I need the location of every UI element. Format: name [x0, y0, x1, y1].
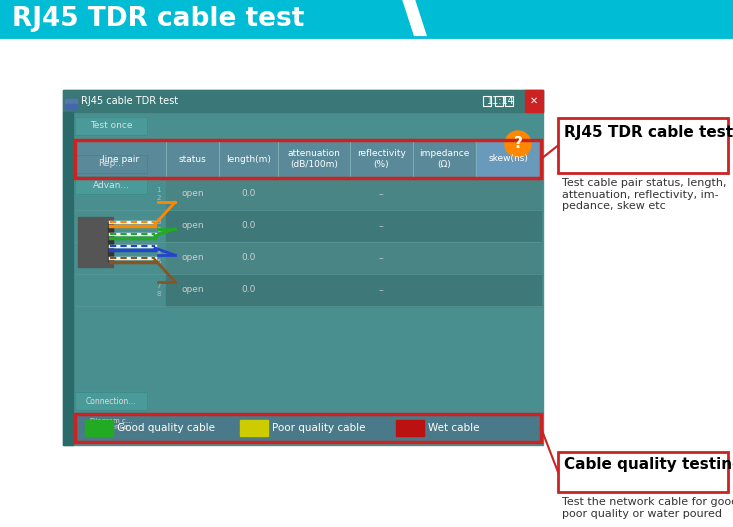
Text: RJ45 cable TDR test: RJ45 cable TDR test [81, 96, 178, 106]
Bar [75, 117, 147, 135]
Bar [558, 452, 728, 492]
Text: RJ45 TDR cable test: RJ45 TDR cable test [564, 124, 733, 140]
Text: Rep...: Rep... [98, 160, 124, 169]
Bar [0, 0, 733, 37]
Text: 0.0: 0.0 [241, 221, 256, 230]
Text: reflectivity
(%): reflectivity (%) [357, 149, 406, 169]
Bar [166, 242, 541, 274]
Text: Cable quality testing: Cable quality testing [564, 456, 733, 472]
Bar [75, 140, 541, 178]
Bar [476, 140, 541, 178]
Bar [75, 155, 147, 173]
Bar [75, 412, 147, 435]
Bar [166, 210, 541, 242]
Text: line pair: line pair [102, 154, 139, 163]
Bar [75, 414, 541, 442]
Bar [75, 178, 186, 306]
Bar [166, 274, 541, 306]
Text: open: open [181, 190, 204, 199]
Text: Diagram c...
sequence: Diagram c... sequence [89, 417, 133, 431]
Text: 0.0: 0.0 [241, 253, 256, 262]
Text: Advan...: Advan... [92, 181, 130, 190]
Bar [63, 112, 73, 445]
Bar [75, 412, 147, 435]
Bar [75, 155, 147, 173]
Text: 4
5: 4 5 [156, 251, 161, 265]
Text: RJ45 TDR cable test: RJ45 TDR cable test [12, 5, 304, 32]
Text: open: open [181, 221, 204, 230]
Bar [65, 99, 77, 109]
Bar [65, 104, 77, 109]
Text: –: – [379, 221, 384, 231]
Circle shape [505, 131, 531, 157]
Text: Test cable pair status, length,
attenuation, reflectivity, im-
pedance, skew etc: Test cable pair status, length, attenuat… [562, 178, 726, 211]
Bar [63, 90, 543, 112]
Bar [483, 96, 491, 106]
Text: 1
2: 1 2 [156, 188, 161, 200]
Bar [505, 96, 513, 106]
Bar [396, 420, 424, 436]
Text: 7
8: 7 8 [156, 284, 161, 297]
Bar [85, 420, 113, 436]
Bar [75, 392, 147, 410]
Polygon shape [403, 0, 432, 37]
Text: open: open [181, 253, 204, 262]
Bar [166, 178, 541, 210]
Bar [525, 90, 543, 112]
Bar [75, 140, 476, 178]
Bar [75, 414, 541, 442]
Text: –: – [379, 253, 384, 263]
Bar [240, 420, 268, 436]
Text: length(m): length(m) [226, 154, 271, 163]
Text: skew(ns): skew(ns) [488, 154, 528, 163]
Text: Good quality cable: Good quality cable [117, 423, 215, 433]
Polygon shape [416, 0, 444, 37]
Text: impedance
(Ω): impedance (Ω) [419, 149, 470, 169]
Bar [558, 118, 728, 173]
Bar [108, 222, 113, 262]
Text: Connection...: Connection... [86, 396, 136, 405]
Text: 0.0: 0.0 [241, 190, 256, 199]
Text: open: open [181, 286, 204, 295]
Text: 11:14: 11:14 [487, 96, 515, 106]
Text: 0.0: 0.0 [241, 286, 256, 295]
Text: status: status [179, 154, 207, 163]
Text: –: – [379, 285, 384, 295]
Bar [75, 392, 147, 410]
Text: Test once: Test once [89, 122, 132, 131]
Text: –: – [379, 189, 384, 199]
Text: Test the network cable for good,
poor quality or water poured: Test the network cable for good, poor qu… [562, 497, 733, 519]
Text: Wet cable: Wet cable [427, 423, 479, 433]
Text: ?: ? [514, 136, 523, 151]
Bar [75, 176, 147, 194]
Text: attenuation
(dB/100m): attenuation (dB/100m) [287, 149, 340, 169]
Bar [495, 96, 503, 106]
Bar [75, 176, 147, 194]
Text: ✕: ✕ [530, 96, 538, 106]
Bar [63, 90, 543, 445]
Bar [75, 117, 147, 135]
Text: Poor quality cable: Poor quality cable [273, 423, 366, 433]
Text: 3
6: 3 6 [156, 220, 161, 232]
Bar [78, 217, 113, 267]
